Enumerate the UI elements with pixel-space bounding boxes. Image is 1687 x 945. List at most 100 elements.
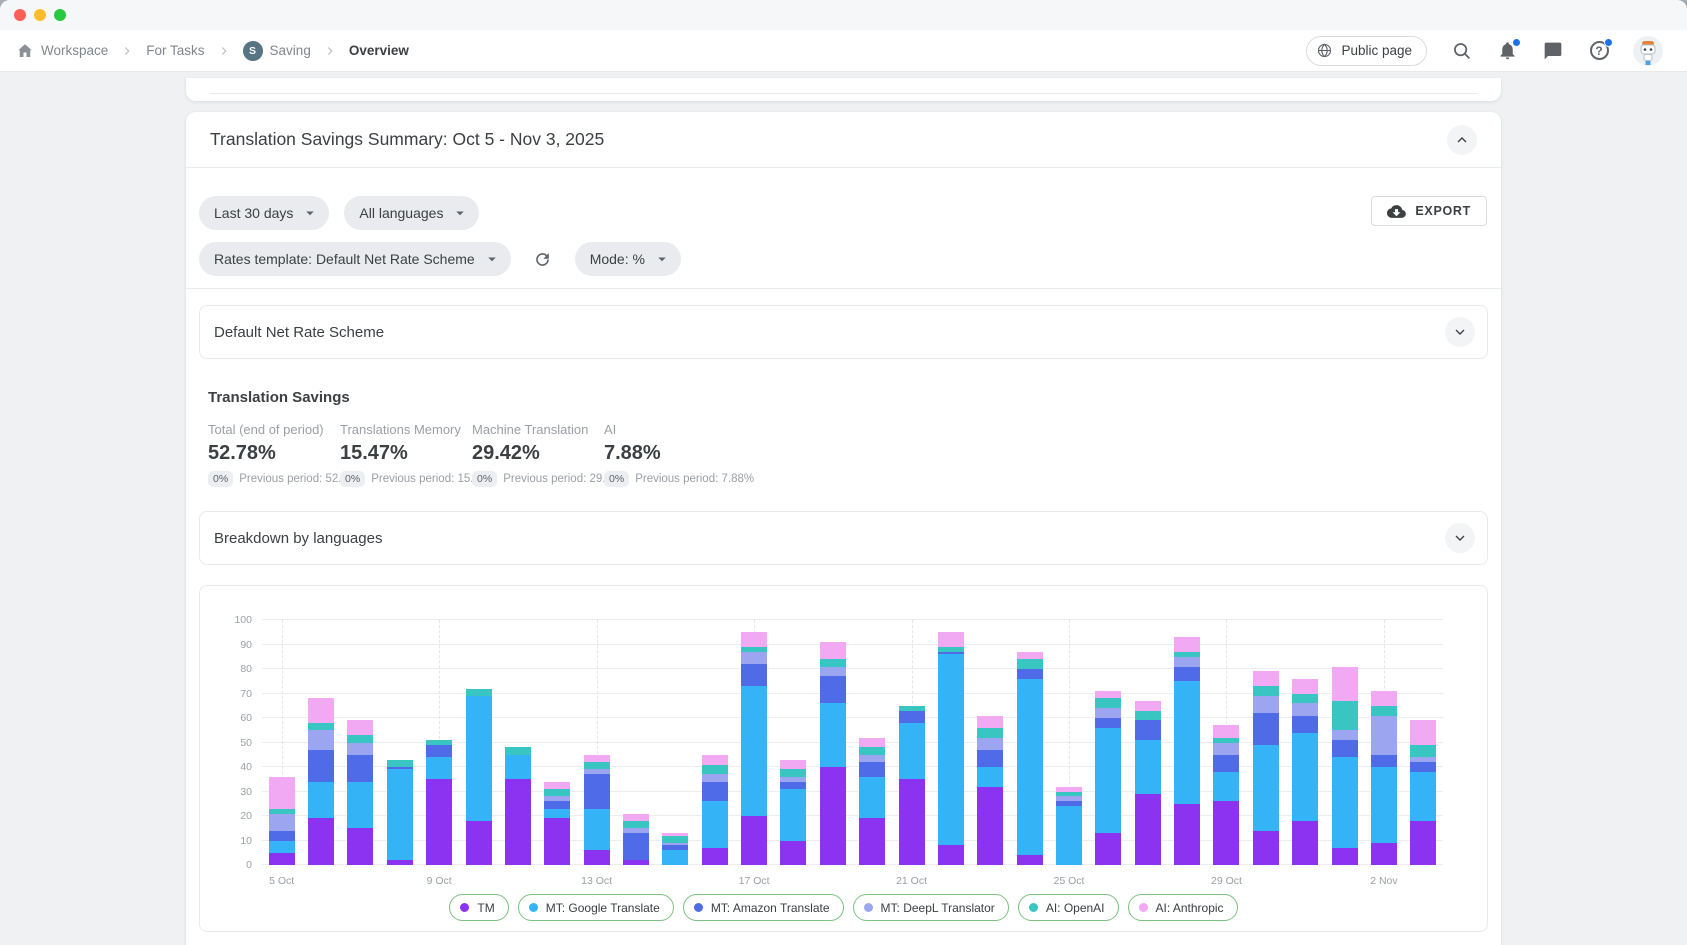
stacked-bar[interactable] [1292, 678, 1319, 865]
bar-segment[interactable] [859, 747, 886, 755]
breadcrumb-overview[interactable]: Overview [349, 43, 409, 58]
bar-segment[interactable] [662, 850, 689, 865]
bar-segment[interactable] [426, 740, 453, 745]
bar-segment[interactable] [898, 705, 925, 711]
stacked-bar[interactable] [1016, 651, 1043, 865]
bar-segment[interactable] [937, 632, 964, 647]
bar-segment[interactable] [780, 781, 807, 790]
bar-segment[interactable] [465, 820, 492, 865]
bar-segment[interactable] [977, 715, 1004, 728]
bar-segment[interactable] [741, 646, 768, 652]
stacked-bar[interactable] [1056, 786, 1083, 865]
bar-segment[interactable] [701, 847, 728, 865]
bar-segment[interactable] [662, 842, 689, 846]
stacked-bar[interactable] [347, 720, 374, 865]
bar-segment[interactable] [1095, 698, 1122, 709]
bar-segment[interactable] [1292, 715, 1319, 733]
legend-item[interactable]: TM [449, 894, 509, 921]
breadcrumb-saving[interactable]: S Saving [242, 40, 311, 61]
bar-segment[interactable] [544, 789, 571, 797]
bar-segment[interactable] [1292, 820, 1319, 865]
stacked-bar[interactable] [386, 759, 413, 865]
bar-segment[interactable] [1331, 730, 1358, 741]
bar-segment[interactable] [386, 767, 413, 770]
bar-segment[interactable] [1331, 740, 1358, 758]
bar-segment[interactable] [662, 835, 689, 843]
bar-segment[interactable] [1410, 820, 1437, 865]
bar-segment[interactable] [977, 737, 1004, 750]
stacked-bar[interactable] [426, 740, 453, 865]
bar-segment[interactable] [937, 646, 964, 652]
bar-segment[interactable] [426, 757, 453, 780]
bar-segment[interactable] [1174, 681, 1201, 804]
stacked-bar[interactable] [1252, 671, 1279, 865]
bar-segment[interactable] [662, 833, 689, 836]
breakdown-by-languages-panel[interactable]: Breakdown by languages [199, 511, 1488, 565]
bar-segment[interactable] [1370, 715, 1397, 755]
bar-segment[interactable] [1134, 700, 1161, 711]
bar-segment[interactable] [1056, 796, 1083, 802]
public-page-button[interactable]: Public page [1306, 35, 1427, 66]
bar-segment[interactable] [347, 828, 374, 865]
bar-segment[interactable] [268, 776, 295, 809]
bar-segment[interactable] [1213, 742, 1240, 755]
bar-segment[interactable] [622, 860, 649, 865]
bar-segment[interactable] [1292, 732, 1319, 821]
bar-segment[interactable] [622, 813, 649, 821]
languages-dropdown[interactable]: All languages [344, 196, 480, 230]
bar-segment[interactable] [937, 651, 964, 655]
bar-segment[interactable] [504, 779, 531, 865]
bar-segment[interactable] [1134, 720, 1161, 741]
expand-rate-scheme-button[interactable] [1445, 317, 1475, 347]
bar-segment[interactable] [583, 808, 610, 851]
bar-segment[interactable] [1174, 651, 1201, 657]
stacked-bar[interactable] [1095, 691, 1122, 865]
stacked-bar[interactable] [1331, 666, 1358, 865]
bar-segment[interactable] [1292, 703, 1319, 716]
bar-segment[interactable] [741, 816, 768, 865]
export-button[interactable]: EXPORT [1371, 196, 1487, 226]
bar-segment[interactable] [1174, 656, 1201, 667]
bar-segment[interactable] [819, 642, 846, 660]
bar-segment[interactable] [268, 813, 295, 831]
bar-segment[interactable] [819, 703, 846, 767]
bar-segment[interactable] [308, 749, 335, 782]
bar-segment[interactable] [544, 808, 571, 819]
bar-segment[interactable] [701, 754, 728, 765]
bar-segment[interactable] [1095, 708, 1122, 719]
bar-segment[interactable] [1370, 705, 1397, 716]
bar-segment[interactable] [622, 828, 649, 834]
legend-item[interactable]: MT: DeepL Translator [852, 894, 1009, 921]
bar-segment[interactable] [622, 833, 649, 861]
bar-segment[interactable] [583, 774, 610, 809]
bar-segment[interactable] [898, 722, 925, 780]
bar-segment[interactable] [1331, 700, 1358, 731]
stacked-bar[interactable] [977, 715, 1004, 865]
bar-segment[interactable] [544, 781, 571, 790]
bar-segment[interactable] [583, 754, 610, 763]
bar-segment[interactable] [308, 730, 335, 750]
bar-segment[interactable] [544, 818, 571, 865]
bar-segment[interactable] [465, 695, 492, 821]
bar-segment[interactable] [504, 747, 531, 755]
bar-segment[interactable] [1410, 744, 1437, 758]
expand-breakdown-button[interactable] [1445, 523, 1475, 553]
bar-segment[interactable] [1095, 691, 1122, 699]
help-icon[interactable]: ? [1587, 37, 1613, 63]
stacked-bar[interactable] [544, 781, 571, 865]
legend-item[interactable]: AI: OpenAI [1017, 894, 1119, 921]
bar-segment[interactable] [1331, 847, 1358, 865]
stacked-bar[interactable] [583, 754, 610, 865]
bar-segment[interactable] [898, 710, 925, 723]
date-range-dropdown[interactable]: Last 30 days [199, 196, 330, 230]
bar-segment[interactable] [1016, 855, 1043, 865]
bar-segment[interactable] [701, 801, 728, 848]
bar-segment[interactable] [1056, 786, 1083, 792]
bar-segment[interactable] [347, 781, 374, 829]
bar-segment[interactable] [347, 720, 374, 736]
bar-segment[interactable] [780, 769, 807, 777]
bar-segment[interactable] [386, 759, 413, 768]
bar-segment[interactable] [859, 776, 886, 819]
mode-dropdown[interactable]: Mode: % [574, 242, 681, 276]
bar-segment[interactable] [977, 786, 1004, 865]
